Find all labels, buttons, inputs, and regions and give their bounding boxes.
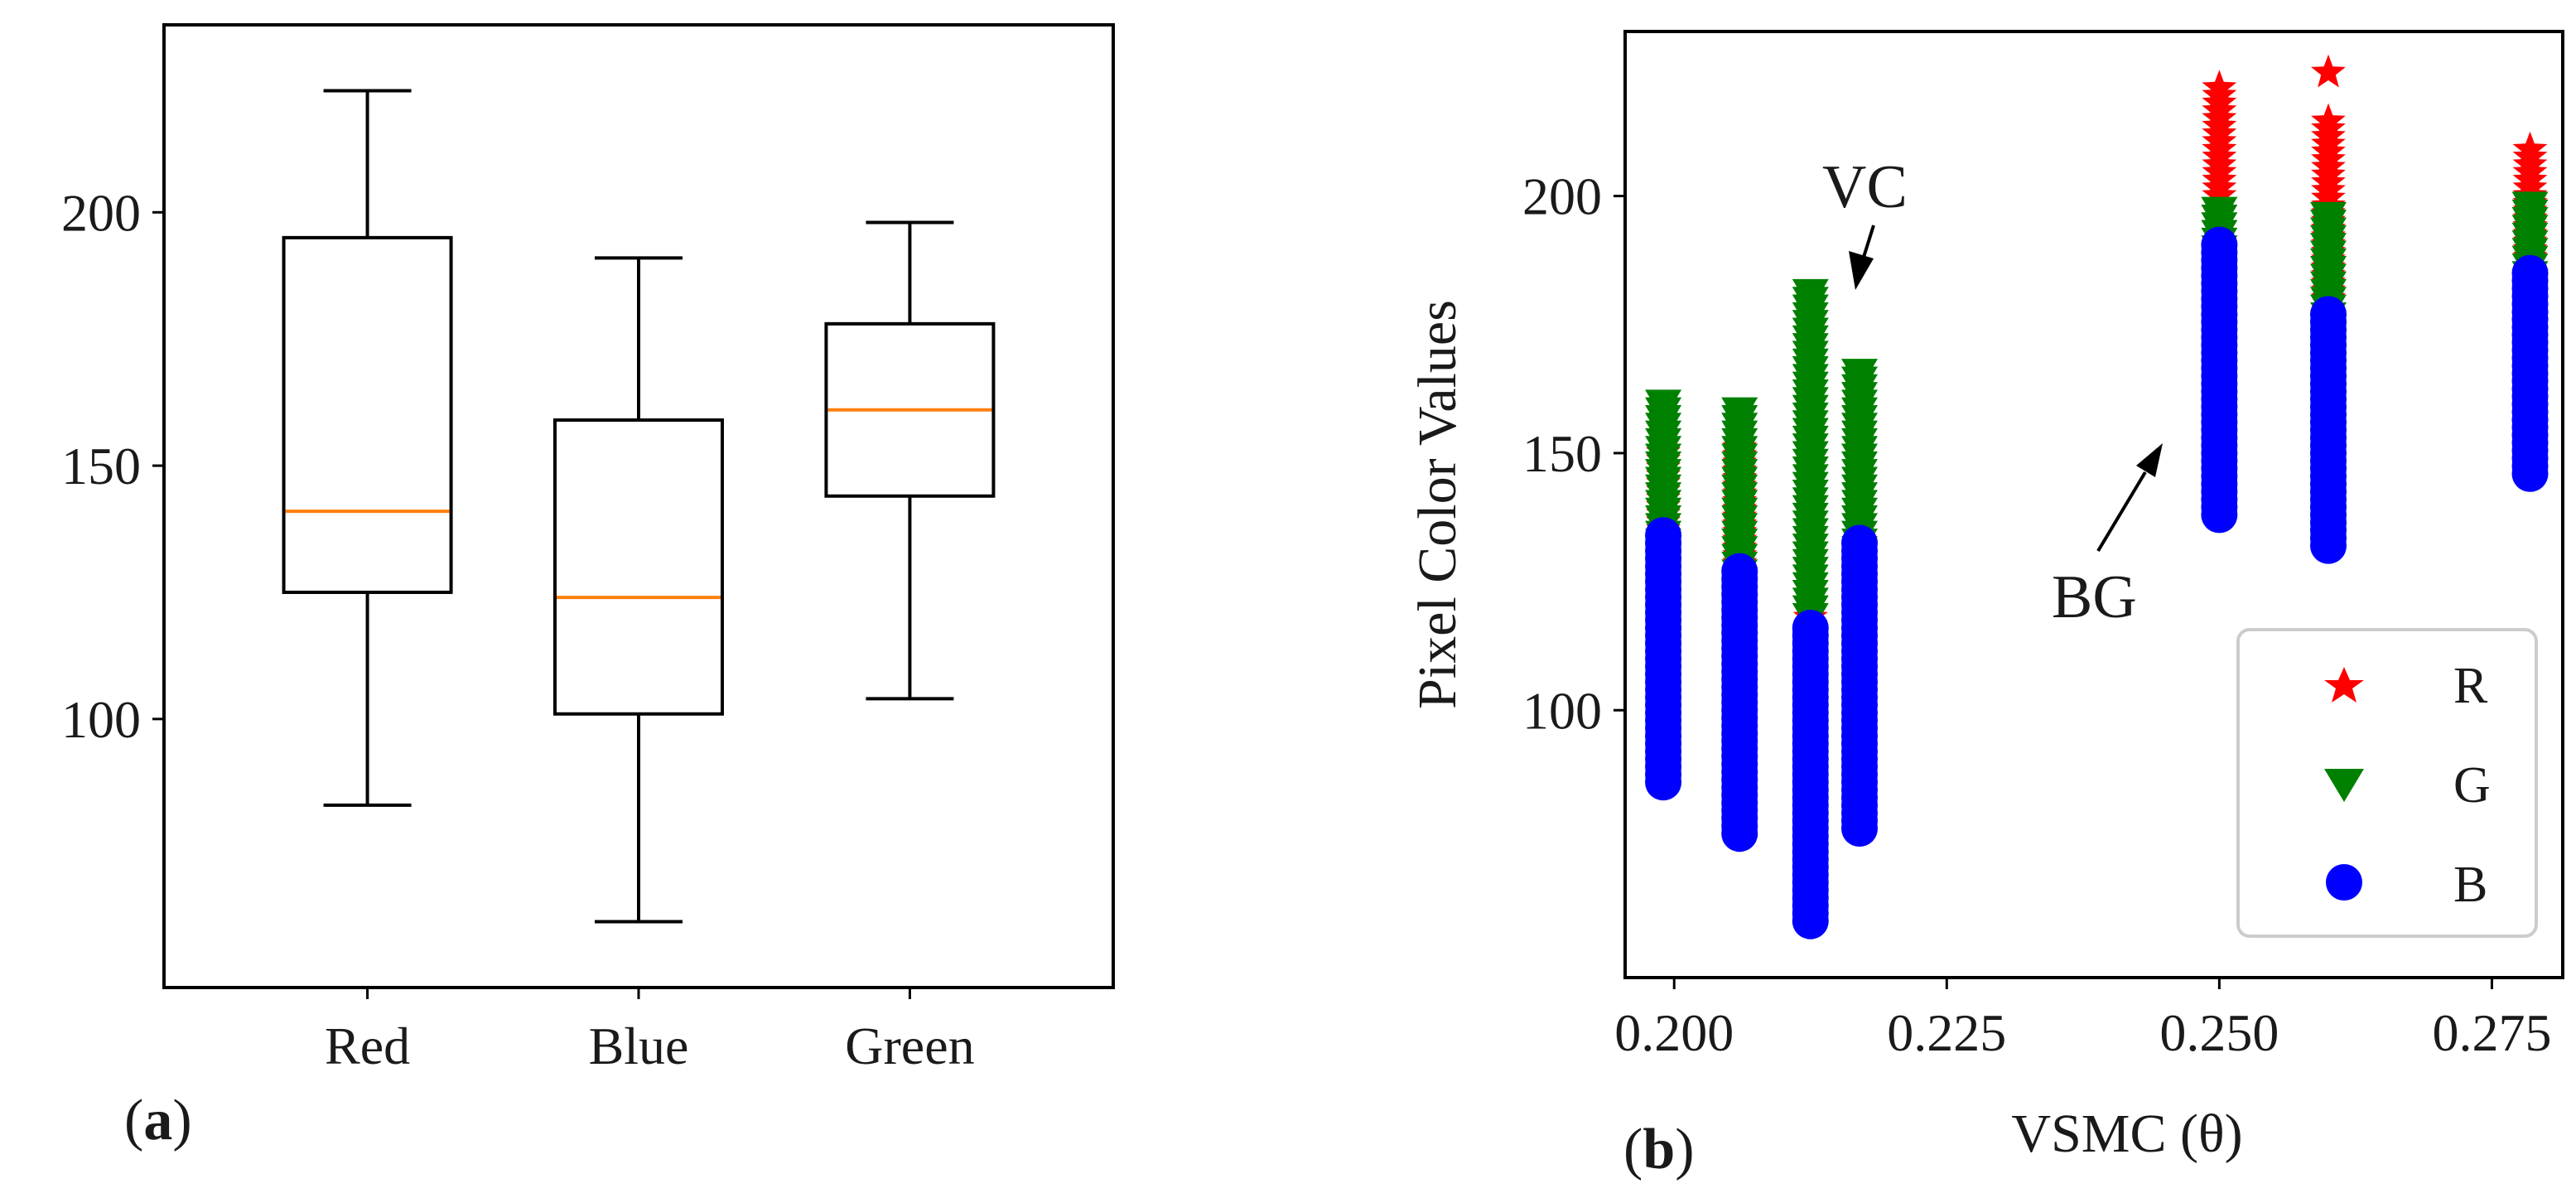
point-b (2201, 226, 2238, 263)
x-tick-label: 0.200 (1614, 1003, 1734, 1062)
point-r (2311, 103, 2346, 137)
point-b (1721, 553, 1758, 590)
point-g (1841, 359, 1878, 390)
point-g (2201, 196, 2238, 229)
scatter-marks (1645, 54, 2549, 939)
point-g (1721, 397, 1758, 429)
y-tick-label: 100 (61, 690, 141, 749)
scatter-panel: 100 150 200 0.200 0.225 0.250 0.275 Pixel Col… (1407, 30, 2564, 1181)
series-g-column (1792, 278, 1829, 635)
annotation-vc: VC (1822, 153, 1908, 221)
point-g (2310, 201, 2347, 234)
point-b (2310, 296, 2347, 333)
annotation-bg-arrowhead (2136, 443, 2163, 477)
y-axis-label: Pixel Color Values (1407, 300, 1468, 709)
point-g (1645, 389, 1682, 421)
box-blue (553, 256, 724, 924)
legend-label-r: R (2453, 658, 2488, 714)
point-r (2311, 54, 2346, 88)
x-tick-label: 0.275 (2432, 1003, 2551, 1062)
y-axis: 100 150 200 (61, 183, 164, 749)
annotation-bg: BG (2052, 563, 2137, 631)
y-axis: 100 150 200 (1522, 167, 1625, 740)
point-b (1645, 517, 1682, 554)
series-b-column (1841, 524, 1878, 848)
y-tick-label: 200 (1522, 167, 1602, 226)
x-tick-label: 0.250 (2159, 1003, 2279, 1062)
iqr-box (553, 418, 724, 716)
point-r (2202, 70, 2237, 104)
point-b (2511, 254, 2549, 292)
box-plot-marks (282, 89, 996, 924)
panel-label-a: (a) (124, 1089, 192, 1152)
series-b-column (1792, 609, 1829, 939)
panel-label-b: (b) (1623, 1118, 1695, 1181)
legend-label-g: G (2453, 757, 2491, 814)
x-tick-label: Red (325, 1017, 410, 1075)
annotation-vc-arrowhead (1849, 251, 1874, 290)
y-tick-label: 200 (61, 183, 141, 242)
plot-area-frame (1623, 30, 2564, 979)
annotation-bg-arrow (2096, 471, 2147, 553)
iqr-box (824, 321, 996, 498)
series-b (1645, 226, 2549, 939)
y-tick-label: 150 (61, 437, 141, 495)
x-axis: 0.200 0.225 0.250 0.275 (1614, 978, 2551, 1062)
point-r (2512, 131, 2548, 165)
box-green (824, 220, 996, 701)
legend-marker-g (2324, 769, 2364, 802)
series-b-column (2310, 296, 2347, 564)
y-tick-label: 150 (1522, 424, 1602, 483)
point-b (1792, 609, 1829, 646)
legend-marker-r (2324, 667, 2364, 703)
annotations: VC BG (1822, 153, 2163, 631)
series-b-column (1645, 517, 1682, 801)
iqr-box (282, 235, 453, 594)
series-b-column (2201, 226, 2238, 534)
y-tick-label: 100 (1522, 681, 1602, 740)
legend-frame (2236, 628, 2538, 938)
box-plot-panel: 100 150 200 Red Blue Green (a) (61, 23, 1115, 1152)
legend-label-b: B (2453, 857, 2487, 913)
x-tick-label: Blue (589, 1017, 689, 1075)
x-axis: Red Blue Green (325, 988, 975, 1075)
legend: R G B (2236, 628, 2538, 938)
x-tick-label: 0.225 (1887, 1003, 2006, 1062)
series-b-column (1721, 553, 1758, 852)
legend-marker-b (2326, 864, 2362, 901)
point-g (2511, 191, 2549, 223)
series-b-column (2511, 254, 2549, 492)
x-axis-label: VSMC (θ) (2011, 1104, 2242, 1164)
x-tick-label: Green (845, 1017, 974, 1075)
point-b (1841, 524, 1878, 562)
box-red (282, 89, 453, 807)
point-g (1792, 278, 1829, 311)
